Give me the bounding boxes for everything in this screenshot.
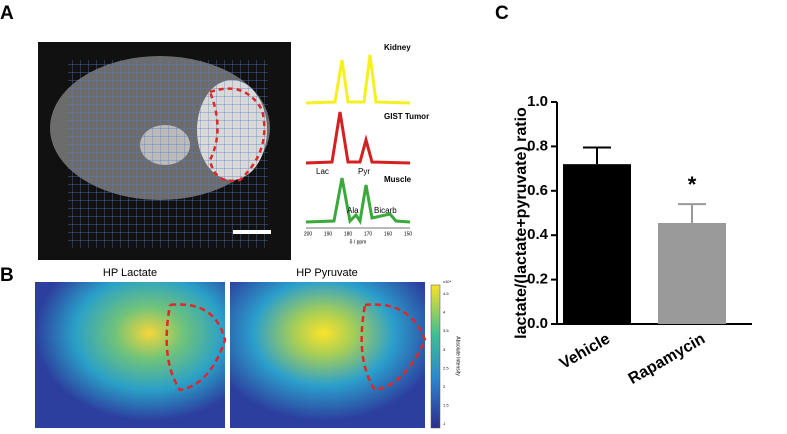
y-tick-label: 0.8 xyxy=(527,137,548,154)
colorbar-label: Absolute Intensity xyxy=(455,336,461,376)
y-axis-label: lactate/(lactate+pyruvate) ratio xyxy=(513,107,530,339)
panel-a-image xyxy=(38,42,291,260)
colorbar-tick-label: 2 xyxy=(443,384,446,389)
map-title: HP Pyruvate xyxy=(296,267,358,279)
colorbar-tick-label: 3.5 xyxy=(443,328,449,333)
spectrum-label: GIST Tumor xyxy=(384,112,429,121)
x-tick-label: Rapamycin xyxy=(626,330,708,387)
colorbar-tick-label: 2.5 xyxy=(443,365,449,370)
bar xyxy=(658,222,726,324)
ppm-tick-label: 150 xyxy=(404,231,413,237)
peak-label: Pyr xyxy=(358,167,370,176)
x-tick-label: Vehicle xyxy=(557,330,613,372)
y-tick-label: 0.6 xyxy=(527,182,548,199)
ppm-tick-label: 180 xyxy=(344,231,353,237)
y-tick-label: 0.0 xyxy=(527,315,548,332)
peak-label: Bicarb xyxy=(374,206,397,215)
colorbar-tick-label: 4 xyxy=(443,310,446,315)
spectrum-label: Muscle xyxy=(384,175,412,184)
annotation: * xyxy=(688,172,697,197)
ppm-tick-label: 190 xyxy=(324,231,333,237)
panel-b-heatmaps xyxy=(35,282,441,429)
colorbar-tick-label: 1.5 xyxy=(443,402,449,407)
map-title: HP Lactate xyxy=(103,267,157,279)
panel-label: A xyxy=(0,3,14,24)
peak-label: Lac xyxy=(316,167,329,176)
colorbar-scale: x10⁴ xyxy=(443,279,451,284)
peak-label: Ala xyxy=(347,206,359,215)
ppm-tick-label: 200 xyxy=(304,231,313,237)
spectra xyxy=(305,54,411,229)
axis-label: δ / ppm xyxy=(350,239,367,245)
y-tick-label: 0.4 xyxy=(527,226,549,243)
colorbar-tick-label: 3 xyxy=(443,347,446,352)
colorbar-tick-label: 4.5 xyxy=(443,291,449,296)
colorbar-tick-label: 1 xyxy=(443,421,446,426)
ppm-tick-label: 170 xyxy=(364,231,373,237)
y-tick-label: 1.0 xyxy=(527,93,548,110)
y-tick-label: 0.2 xyxy=(527,271,548,288)
bar xyxy=(563,164,631,324)
panel-label: C xyxy=(495,3,509,24)
panel-label: B xyxy=(0,265,14,286)
ppm-tick-label: 160 xyxy=(384,231,393,237)
spectrum-label: Kidney xyxy=(384,43,411,52)
